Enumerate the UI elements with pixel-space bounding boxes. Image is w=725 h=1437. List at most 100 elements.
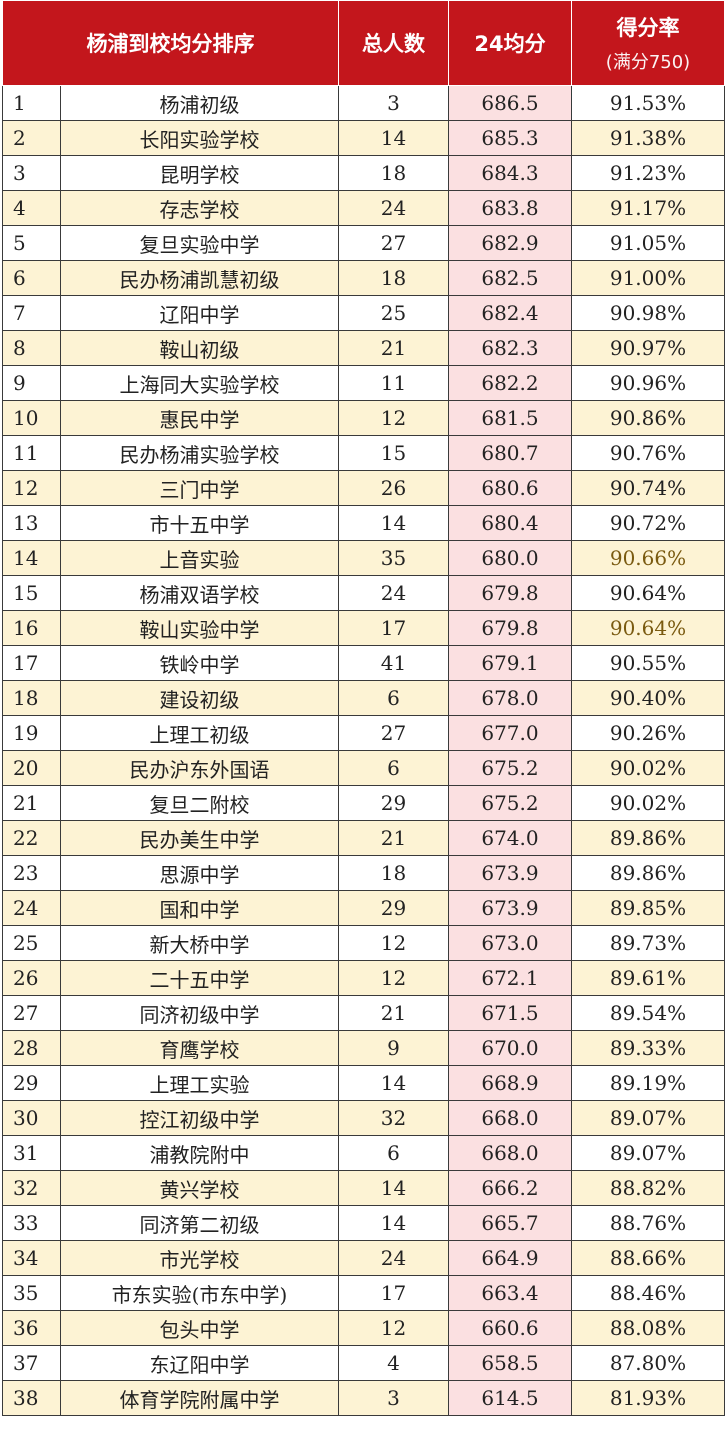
- rank-cell: 36: [2, 1310, 61, 1346]
- header-avg: 24均分: [448, 0, 572, 86]
- score-rate-cell: 89.86%: [571, 820, 725, 856]
- student-count-cell: 14: [338, 1065, 449, 1101]
- school-name-cell: 杨浦双语学校: [60, 575, 339, 611]
- score-rate-cell: 90.98%: [571, 295, 725, 331]
- average-score-cell: 668.0: [448, 1100, 572, 1136]
- score-rate-cell: 89.19%: [571, 1065, 725, 1101]
- student-count-cell: 24: [338, 190, 449, 226]
- table-row: 7 辽阳中学 25 682.4 90.98%: [2, 295, 725, 331]
- student-count-cell: 27: [338, 225, 449, 261]
- score-rate-cell: 90.74%: [571, 470, 725, 506]
- table-row: 30 控江初级中学 32 668.0 89.07%: [2, 1100, 725, 1136]
- table-row: 26 二十五中学 12 672.1 89.61%: [2, 960, 725, 996]
- table-row: 17 铁岭中学 41 679.1 90.55%: [2, 645, 725, 681]
- score-rate-cell: 90.76%: [571, 435, 725, 471]
- average-score-cell: 685.3: [448, 120, 572, 156]
- rank-cell: 1: [2, 85, 61, 121]
- table-row: 13 市十五中学 14 680.4 90.72%: [2, 505, 725, 541]
- score-rate-cell: 90.86%: [571, 400, 725, 436]
- school-name-cell: 复旦实验中学: [60, 225, 339, 261]
- table-row: 21 复旦二附校 29 675.2 90.02%: [2, 785, 725, 821]
- table-row: 9 上海同大实验学校 11 682.2 90.96%: [2, 365, 725, 401]
- student-count-cell: 21: [338, 995, 449, 1031]
- table-row: 27 同济初级中学 21 671.5 89.54%: [2, 995, 725, 1031]
- table-row: 24 国和中学 29 673.9 89.85%: [2, 890, 725, 926]
- score-rate-cell: 91.53%: [571, 85, 725, 121]
- average-score-cell: 614.5: [448, 1380, 572, 1416]
- average-score-cell: 682.3: [448, 330, 572, 366]
- rank-cell: 34: [2, 1240, 61, 1276]
- school-name-cell: 黄兴学校: [60, 1170, 339, 1206]
- table-row: 4 存志学校 24 683.8 91.17%: [2, 190, 725, 226]
- score-rate-cell: 88.08%: [571, 1310, 725, 1346]
- table-row: 15 杨浦双语学校 24 679.8 90.64%: [2, 575, 725, 611]
- rank-cell: 6: [2, 260, 61, 296]
- school-name-cell: 上理工实验: [60, 1065, 339, 1101]
- rank-cell: 19: [2, 715, 61, 751]
- header-rate: 得分率 (满分750): [571, 0, 725, 86]
- student-count-cell: 6: [338, 1135, 449, 1171]
- rank-cell: 2: [2, 120, 61, 156]
- average-score-cell: 670.0: [448, 1030, 572, 1066]
- score-rate-cell: 91.05%: [571, 225, 725, 261]
- table-row: 31 浦教院附中 6 668.0 89.07%: [2, 1135, 725, 1171]
- table-row: 38 体育学院附属中学 3 614.5 81.93%: [2, 1380, 725, 1416]
- score-rate-cell: 88.46%: [571, 1275, 725, 1311]
- average-score-cell: 677.0: [448, 715, 572, 751]
- rank-cell: 10: [2, 400, 61, 436]
- table-row: 18 建设初级 6 678.0 90.40%: [2, 680, 725, 716]
- table-row: 11 民办杨浦实验学校 15 680.7 90.76%: [2, 435, 725, 471]
- average-score-cell: 673.9: [448, 890, 572, 926]
- table-row: 16 鞍山实验中学 17 679.8 90.64%: [2, 610, 725, 646]
- rank-cell: 14: [2, 540, 61, 576]
- school-name-cell: 思源中学: [60, 855, 339, 891]
- score-rate-cell: 90.64%: [571, 575, 725, 611]
- student-count-cell: 12: [338, 1310, 449, 1346]
- table-row: 35 市东实验(市东中学) 17 663.4 88.46%: [2, 1275, 725, 1311]
- school-name-cell: 同济第二初级: [60, 1205, 339, 1241]
- table-row: 3 昆明学校 18 684.3 91.23%: [2, 155, 725, 191]
- rank-cell: 28: [2, 1030, 61, 1066]
- school-name-cell: 辽阳中学: [60, 295, 339, 331]
- score-rate-cell: 89.73%: [571, 925, 725, 961]
- rank-cell: 7: [2, 295, 61, 331]
- header-rate-sub: (满分750): [605, 52, 691, 73]
- school-name-cell: 铁岭中学: [60, 645, 339, 681]
- score-rate-cell: 90.02%: [571, 785, 725, 821]
- student-count-cell: 18: [338, 260, 449, 296]
- student-count-cell: 24: [338, 1240, 449, 1276]
- rank-cell: 30: [2, 1100, 61, 1136]
- header-count: 总人数: [338, 0, 449, 86]
- rank-cell: 37: [2, 1345, 61, 1381]
- score-rate-cell: 90.97%: [571, 330, 725, 366]
- average-score-cell: 668.9: [448, 1065, 572, 1101]
- student-count-cell: 14: [338, 1170, 449, 1206]
- score-rate-cell: 90.40%: [571, 680, 725, 716]
- school-name-cell: 杨浦初级: [60, 85, 339, 121]
- student-count-cell: 12: [338, 925, 449, 961]
- school-name-cell: 上海同大实验学校: [60, 365, 339, 401]
- school-name-cell: 长阳实验学校: [60, 120, 339, 156]
- average-score-cell: 683.8: [448, 190, 572, 226]
- score-rate-cell: 81.93%: [571, 1380, 725, 1416]
- student-count-cell: 14: [338, 120, 449, 156]
- student-count-cell: 14: [338, 1205, 449, 1241]
- average-score-cell: 663.4: [448, 1275, 572, 1311]
- average-score-cell: 666.2: [448, 1170, 572, 1206]
- rank-cell: 18: [2, 680, 61, 716]
- rank-cell: 9: [2, 365, 61, 401]
- score-rate-cell: 90.64%: [571, 610, 725, 646]
- school-name-cell: 鞍山实验中学: [60, 610, 339, 646]
- score-rate-cell: 87.80%: [571, 1345, 725, 1381]
- school-name-cell: 上理工初级: [60, 715, 339, 751]
- student-count-cell: 21: [338, 820, 449, 856]
- student-count-cell: 24: [338, 575, 449, 611]
- school-name-cell: 三门中学: [60, 470, 339, 506]
- score-rate-cell: 89.07%: [571, 1135, 725, 1171]
- average-score-cell: 682.2: [448, 365, 572, 401]
- table-row: 36 包头中学 12 660.6 88.08%: [2, 1310, 725, 1346]
- school-name-cell: 鞍山初级: [60, 330, 339, 366]
- average-score-cell: 665.7: [448, 1205, 572, 1241]
- rank-cell: 33: [2, 1205, 61, 1241]
